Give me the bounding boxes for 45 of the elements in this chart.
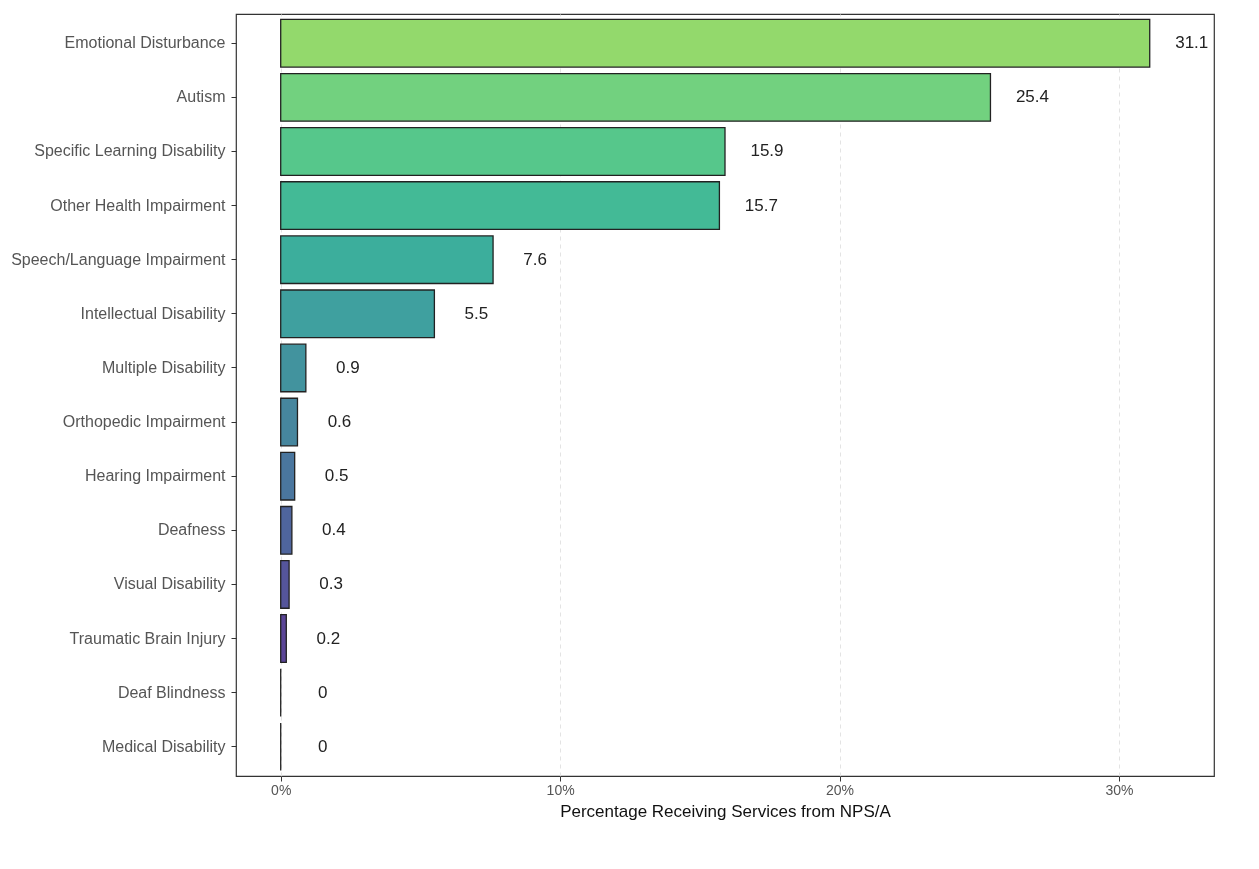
data-label: 0.2 <box>316 628 341 648</box>
bar <box>280 343 307 393</box>
bar <box>280 559 290 609</box>
data-label: 0 <box>317 736 328 756</box>
x-tick-label: 0% <box>271 781 292 798</box>
bar <box>280 18 1151 68</box>
data-label: 0.3 <box>319 574 343 594</box>
y-tick-label: Orthopedic Impairment <box>62 413 227 431</box>
bar <box>280 451 296 501</box>
y-tick-label: Medical Disability <box>101 737 226 755</box>
data-label: 15.9 <box>750 141 784 161</box>
data-label: 0 <box>317 682 328 702</box>
bar <box>280 181 721 231</box>
y-tick-label: Deaf Blindness <box>117 683 226 701</box>
data-label: 0.5 <box>324 466 349 486</box>
y-tick-label: Visual Disability <box>113 575 226 593</box>
x-tick-label: 10% <box>546 781 575 798</box>
y-tick-label: Intellectual Disability <box>80 304 226 322</box>
x-axis-title: Percentage Receiving Services from NPS/A <box>560 801 892 821</box>
data-label: 7.6 <box>523 249 547 269</box>
y-tick-label: Speech/Language Impairment <box>11 250 227 268</box>
y-tick-label: Emotional Disturbance <box>64 34 226 52</box>
bar <box>280 127 726 176</box>
bar <box>280 289 436 339</box>
bar <box>280 235 494 285</box>
x-tick-label: 20% <box>826 781 855 798</box>
data-label: 25.4 <box>1015 87 1049 107</box>
y-tick-label: Specific Learning Disability <box>34 142 226 160</box>
y-tick-label: Autism <box>176 88 226 106</box>
data-label: 15.7 <box>744 195 778 215</box>
data-label: 0.6 <box>327 412 352 432</box>
y-tick-label: Hearing Impairment <box>85 467 227 485</box>
data-label: 31.1 <box>1175 33 1209 53</box>
y-tick-label: Traumatic Brain Injury <box>69 629 226 647</box>
bar <box>280 72 992 122</box>
y-tick-label: Other Health Impairment <box>50 196 227 214</box>
data-label: 0.9 <box>336 357 360 377</box>
y-tick-label: Deafness <box>157 521 226 539</box>
bar <box>280 614 287 663</box>
data-label: 0.4 <box>322 520 346 540</box>
bar <box>280 505 293 555</box>
bar <box>280 397 299 447</box>
x-tick-label: 30% <box>1105 781 1134 798</box>
y-tick-label: Multiple Disability <box>101 358 226 376</box>
data-label: 5.5 <box>464 303 489 323</box>
